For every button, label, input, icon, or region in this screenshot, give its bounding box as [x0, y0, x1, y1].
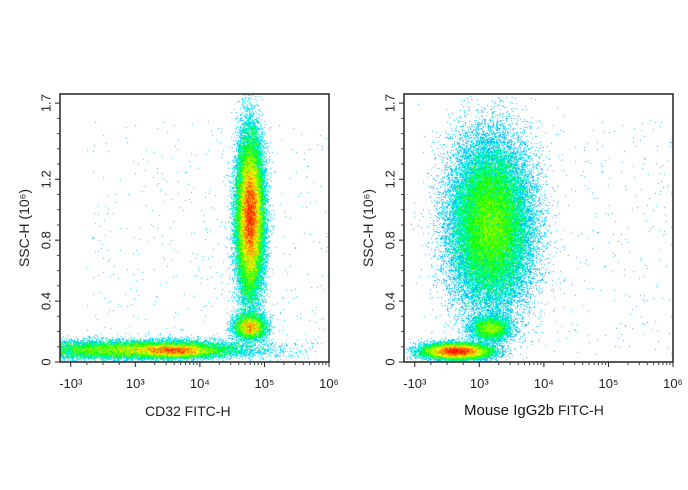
- axes: 0 0.4 0.8 1.2 1.7 SSC-H (10⁶) -10³ 10³ 10⁴ 10⁵ 10⁶: [16, 93, 339, 391]
- axes: 0 0.4 0.8 1.2 1.7 SSC-H (10⁶) -10³ 10³ 10⁴ 10⁵ 10⁶: [360, 93, 683, 391]
- y-tick-label: 0: [383, 358, 398, 365]
- x-tick-label: 10⁴: [534, 376, 554, 391]
- x-axis-label-text: CD32 FITC-H: [145, 403, 231, 419]
- x-axis-label: CD32 FITC-H: [145, 403, 231, 420]
- density-plot-area: [404, 94, 673, 362]
- x-tick-label: 10⁶: [319, 376, 339, 391]
- y-tick-label: 1.2: [39, 170, 54, 188]
- plot-frame: [59, 93, 330, 363]
- y-tick-label: 0: [39, 358, 54, 365]
- y-axis-label: SSC-H (10⁶): [360, 189, 376, 267]
- plot-frame: [403, 93, 674, 363]
- x-tick-label: 10³: [470, 376, 489, 391]
- y-tick-label: 0.4: [383, 292, 398, 310]
- y-tick-label: 0.8: [383, 231, 398, 249]
- y-axis-label: SSC-H (10⁶): [16, 189, 32, 267]
- x-tick-label: 10⁴: [190, 376, 210, 391]
- y-tick-label: 1.7: [383, 94, 398, 112]
- density-plot-area: [60, 94, 329, 362]
- x-tick-label: 10⁵: [599, 376, 619, 391]
- x-tick-label: 10⁵: [255, 376, 275, 391]
- y-tick-label: 0.4: [39, 292, 54, 310]
- density-plot-cd32: 0 0.4 0.8 1.2 1.7 SSC-H (10⁶) -10³ 10³ 10⁴ 10⁵ 10⁶…: [16, 93, 339, 420]
- x-tick-label: 10⁶: [663, 376, 683, 391]
- x-tick-label: 10³: [126, 376, 145, 391]
- x-axis-label: Mouse IgG2b FITC-H: [464, 402, 604, 419]
- y-tick-label: 0.8: [39, 231, 54, 249]
- y-tick-label: 1.7: [39, 94, 54, 112]
- x-axis-label-text: FITC-H: [557, 402, 604, 418]
- x-tick-label: -10³: [59, 376, 83, 391]
- density-plot-isotype: 0 0.4 0.8 1.2 1.7 SSC-H (10⁶) -10³ 10³ 10⁴ 10⁵ 10⁶…: [344, 0, 688, 490]
- y-tick-label: 1.2: [383, 170, 398, 188]
- x-tick-label: -10³: [403, 376, 427, 391]
- x-axis-label-prefix: Mouse IgG2b: [464, 402, 555, 419]
